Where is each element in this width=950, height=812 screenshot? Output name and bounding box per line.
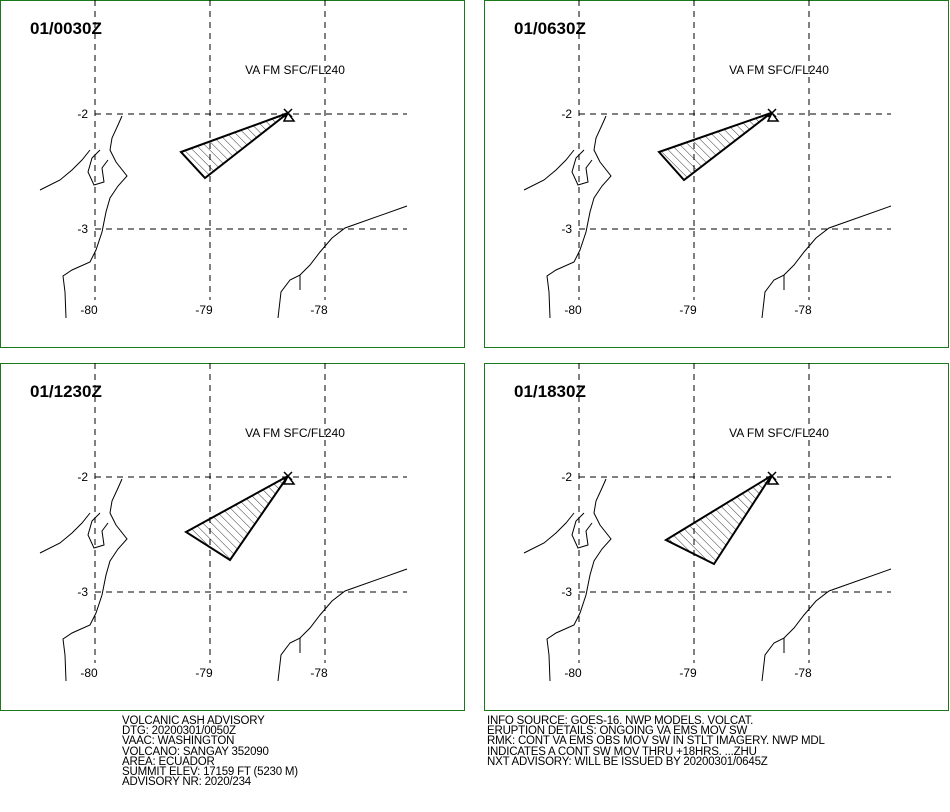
coastline bbox=[546, 478, 612, 682]
lat-label: -2 bbox=[561, 107, 572, 121]
lon-label: -78 bbox=[794, 666, 812, 680]
map-panel: 01/0030Z VA FM SFC/FL240 -2 -3 -80 -79 -78 bbox=[0, 0, 465, 348]
border-line bbox=[761, 205, 892, 319]
coastline bbox=[87, 512, 109, 549]
ash-area bbox=[657, 112, 772, 182]
valid-time: 01/1230Z bbox=[30, 382, 102, 401]
volcano-marker bbox=[282, 471, 296, 485]
lon-label: -79 bbox=[679, 303, 697, 317]
coastline bbox=[523, 512, 575, 554]
footer-line: RMK: CONT VA EMS OBS MOV SW IN STLT IMAG… bbox=[487, 735, 825, 748]
footer-line: DTG: 20200301/0050Z bbox=[122, 725, 236, 738]
valid-time: 01/1830Z bbox=[514, 382, 586, 401]
panel-border bbox=[484, 363, 949, 711]
footer-line: ADVISORY NR: 2020/234 bbox=[122, 776, 251, 789]
map-panel: 01/1230Z VA FM SFC/FL240 -2 -3 -80 -79 -78 bbox=[0, 363, 465, 711]
lon-label: -78 bbox=[310, 666, 328, 680]
lon-label: -78 bbox=[310, 303, 328, 317]
volcano-marker bbox=[766, 471, 780, 485]
ash-area bbox=[179, 112, 289, 180]
lon-label: -80 bbox=[564, 303, 582, 317]
coastline bbox=[571, 512, 593, 549]
panel-border bbox=[484, 0, 949, 348]
layer-label: VA FM SFC/FL240 bbox=[245, 63, 345, 77]
footer-line: VOLCANO: SANGAY 352090 bbox=[122, 745, 269, 758]
lon-label: -79 bbox=[195, 666, 213, 680]
footer-line: ERUPTION DETAILS: ONGOING VA EMS MOV SW bbox=[487, 725, 748, 738]
footer-right: INFO SOURCE: GOES-16. NWP MODELS. VOLCAT… bbox=[487, 715, 825, 768]
footer-line: INDICATES A CONT SW MOV THRU +18HRS. ...… bbox=[487, 745, 757, 758]
coastline bbox=[62, 478, 128, 682]
ash-area bbox=[663, 475, 772, 566]
panel-border bbox=[0, 0, 465, 348]
layer-label: VA FM SFC/FL240 bbox=[729, 63, 829, 77]
footer-line: VAAC: WASHINGTON bbox=[122, 735, 235, 748]
lat-label: -3 bbox=[561, 585, 572, 599]
coastline bbox=[571, 149, 593, 186]
coastline bbox=[546, 115, 612, 319]
footer-line: SUMMIT ELEV: 17159 FT (5230 M) bbox=[122, 766, 298, 779]
lon-label: -80 bbox=[80, 303, 98, 317]
lat-label: -3 bbox=[561, 222, 572, 236]
lat-label: -2 bbox=[77, 107, 88, 121]
coastline bbox=[39, 512, 91, 554]
footer-line: AREA: ECUADOR bbox=[122, 755, 215, 768]
lon-label: -80 bbox=[80, 666, 98, 680]
layer-label: VA FM SFC/FL240 bbox=[245, 426, 345, 440]
layer-label: VA FM SFC/FL240 bbox=[729, 426, 829, 440]
ash-area bbox=[184, 475, 289, 562]
coastline bbox=[62, 115, 128, 319]
lat-label: -3 bbox=[77, 585, 88, 599]
coastline bbox=[523, 149, 575, 191]
border-line bbox=[277, 205, 408, 319]
coastline bbox=[39, 149, 91, 191]
lon-label: -80 bbox=[564, 666, 582, 680]
footer-left: VOLCANIC ASH ADVISORY DTG: 20200301/0050Z… bbox=[122, 715, 298, 789]
volcano-marker bbox=[766, 108, 780, 122]
lat-label: -2 bbox=[77, 470, 88, 484]
valid-time: 01/0030Z bbox=[30, 19, 102, 38]
border-line bbox=[277, 568, 408, 682]
footer-line: NXT ADVISORY: WILL BE ISSUED BY 20200301… bbox=[487, 755, 768, 768]
lat-label: -3 bbox=[77, 222, 88, 236]
map-panel: 01/1830Z VA FM SFC/FL240 -2 -3 -80 -79 -78 bbox=[484, 363, 949, 711]
valid-time: 01/0630Z bbox=[514, 19, 586, 38]
footer-line: INFO SOURCE: GOES-16. NWP MODELS. VOLCAT… bbox=[487, 715, 754, 727]
lon-label: -79 bbox=[195, 303, 213, 317]
volcano-marker bbox=[282, 108, 296, 122]
panel-border bbox=[0, 363, 465, 711]
footer-line: VOLCANIC ASH ADVISORY bbox=[122, 715, 265, 727]
lat-label: -2 bbox=[561, 470, 572, 484]
map-panel: 01/0630Z VA FM SFC/FL240 -2 -3 -80 -79 -78 bbox=[484, 0, 949, 348]
lon-label: -78 bbox=[794, 303, 812, 317]
lon-label: -79 bbox=[679, 666, 697, 680]
coastline bbox=[87, 149, 109, 186]
border-line bbox=[761, 568, 892, 682]
